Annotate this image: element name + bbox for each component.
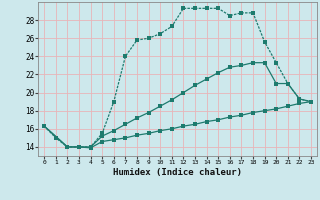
X-axis label: Humidex (Indice chaleur): Humidex (Indice chaleur) (113, 168, 242, 177)
